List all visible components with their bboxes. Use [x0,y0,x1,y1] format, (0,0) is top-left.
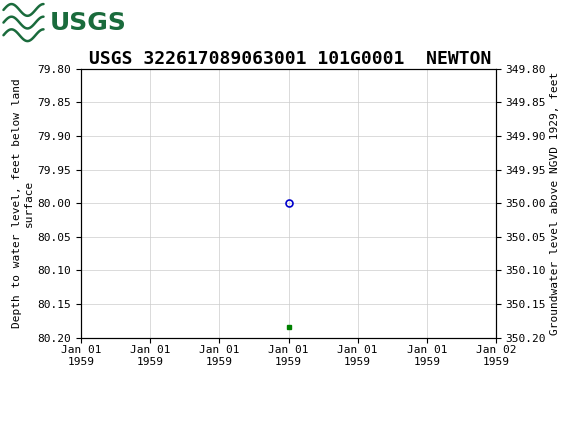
Y-axis label: Depth to water level, feet below land
surface: Depth to water level, feet below land su… [12,78,34,328]
Text: USGS: USGS [49,11,126,34]
Y-axis label: Groundwater level above NGVD 1929, feet: Groundwater level above NGVD 1929, feet [550,71,560,335]
Text: USGS 322617089063001 101G0001  NEWTON: USGS 322617089063001 101G0001 NEWTON [89,50,491,68]
Bar [2,3,92,43]
Legend: Period of approved data: Period of approved data [191,426,386,430]
